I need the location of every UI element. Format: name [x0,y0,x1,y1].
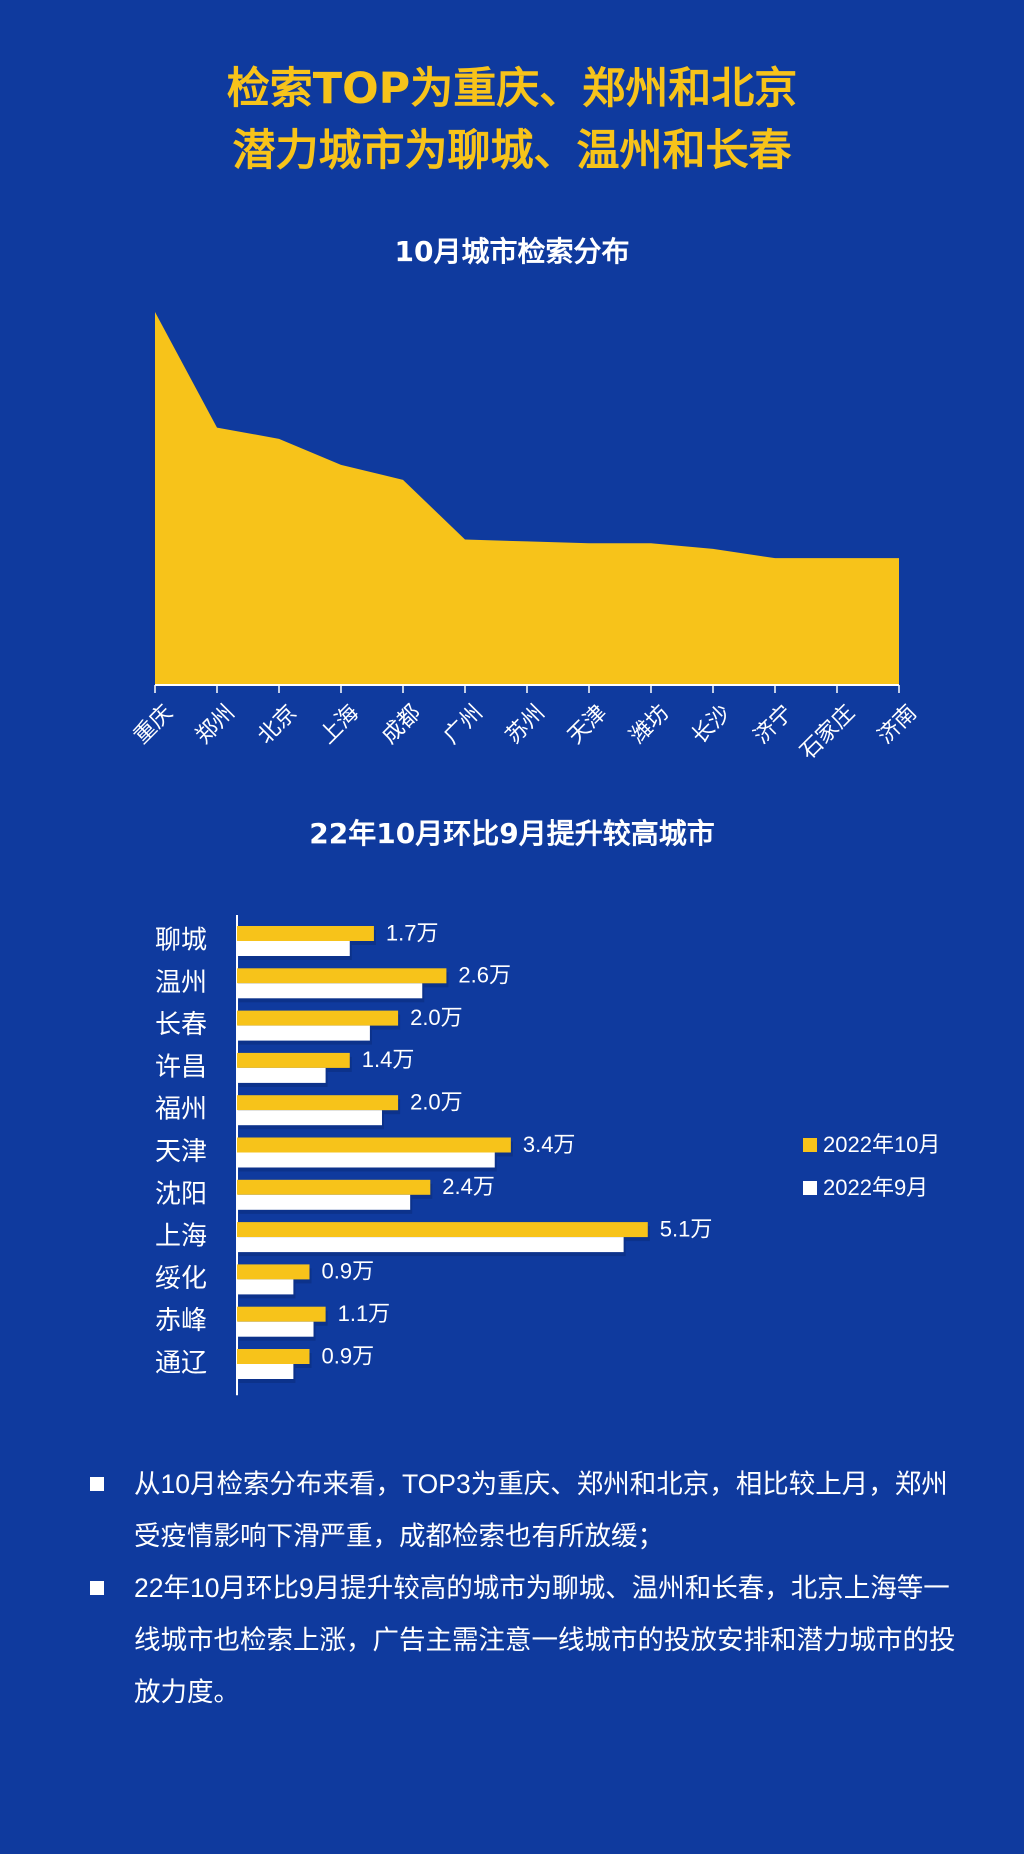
y-tick-label: 福州 [155,1095,207,1125]
data-label: 0.9万 [321,1259,374,1284]
y-tick-label: 聊城 [155,926,207,956]
legend-swatch [803,1138,817,1152]
headline: 检索TOP为重庆、郑州和北京 潜力城市为聊城、温州和长春 [0,58,1024,182]
notes-list: 从10月检索分布来看，TOP3为重庆、郑州和北京，相比较上月，郑州受疫情影响下滑… [90,1458,970,1718]
bar-2022-09 [237,1364,294,1379]
bar-2022-10 [237,1349,310,1364]
bar-2022-10 [237,1010,399,1026]
y-tick-label: 通辽 [155,1349,207,1379]
bar-2022-10 [237,1095,399,1111]
data-label: 3.4万 [523,1132,576,1157]
data-label: 0.9万 [321,1343,374,1368]
bar-2022-09 [237,1194,411,1210]
bar-2022-09 [237,1279,294,1295]
y-tick-label: 长春 [155,1010,207,1040]
note-text: 22年10月环比9月提升较高的城市为聊城、温州和长春，北京上海等一线城市也检索上… [134,1573,956,1707]
y-tick-label: 上海 [155,1222,207,1252]
bar-2022-09 [237,1237,624,1253]
bar-2022-10 [237,1264,310,1280]
bullet-square-icon [90,1477,104,1491]
data-label: 1.4万 [362,1047,415,1072]
data-label: 2.0万 [410,1005,463,1030]
area-fill [155,312,899,685]
y-tick-label: 沈阳 [155,1179,207,1209]
bar-chart-title: 22年10月环比9月提升较高城市 [309,817,715,850]
legend-swatch [803,1181,817,1195]
x-tick-label: 石家庄 [796,700,860,764]
y-tick-label: 温州 [155,968,207,998]
x-tick-label: 上海 [315,700,364,749]
note-item: 22年10月环比9月提升较高的城市为聊城、温州和长春，北京上海等一线城市也检索上… [90,1562,970,1718]
bar-2022-09 [237,1067,326,1083]
x-tick-label: 郑州 [191,700,240,749]
bar-2022-10 [237,926,374,941]
y-tick-label: 天津 [155,1137,207,1167]
y-tick-label: 赤峰 [155,1306,207,1336]
bar-2022-09 [237,983,423,999]
y-tick-label: 绥化 [155,1264,207,1294]
x-tick-label: 潍坊 [625,700,674,749]
note-item: 从10月检索分布来看，TOP3为重庆、郑州和北京，相比较上月，郑州受疫情影响下滑… [90,1458,970,1562]
x-tick-label: 广州 [439,700,488,749]
bar-2022-10 [237,1222,648,1238]
x-tick-label: 成都 [377,700,426,749]
data-label: 5.1万 [660,1216,713,1241]
data-label: 2.4万 [442,1174,495,1199]
data-label: 2.0万 [410,1090,463,1115]
bar-2022-09 [237,1152,495,1168]
legend-label: 2022年9月 [823,1175,928,1200]
x-tick-label: 济南 [873,700,922,749]
bullet-square-icon [90,1581,104,1595]
x-tick-label: 苏州 [501,700,550,749]
bar-2022-09 [237,1025,370,1041]
bar-2022-10 [237,1137,511,1153]
y-tick-label: 许昌 [155,1052,207,1082]
data-label: 1.7万 [386,920,439,945]
bar-2022-09 [237,1321,314,1337]
bar-2022-09 [237,941,350,956]
x-tick-label: 北京 [253,700,302,749]
x-tick-label: 济宁 [749,700,798,749]
note-text: 从10月检索分布来看，TOP3为重庆、郑州和北京，相比较上月，郑州受疫情影响下滑… [134,1469,948,1551]
legend-label: 2022年10月 [823,1132,940,1157]
data-label: 1.1万 [338,1301,391,1326]
x-tick-label: 重庆 [129,700,178,749]
bar-2022-09 [237,1110,382,1126]
bar-2022-10 [237,968,447,984]
headline-line-2: 潜力城市为聊城、温州和长春 [232,126,792,176]
area-chart-title: 10月城市检索分布 [394,235,630,268]
bar-2022-10 [237,1179,431,1195]
bar-2022-10 [237,1052,350,1068]
x-tick-label: 天津 [563,700,612,749]
bar-2022-10 [237,1306,326,1322]
data-label: 2.6万 [458,963,511,988]
x-tick-label: 长沙 [687,700,736,749]
headline-line-1: 检索TOP为重庆、郑州和北京 [226,64,798,114]
